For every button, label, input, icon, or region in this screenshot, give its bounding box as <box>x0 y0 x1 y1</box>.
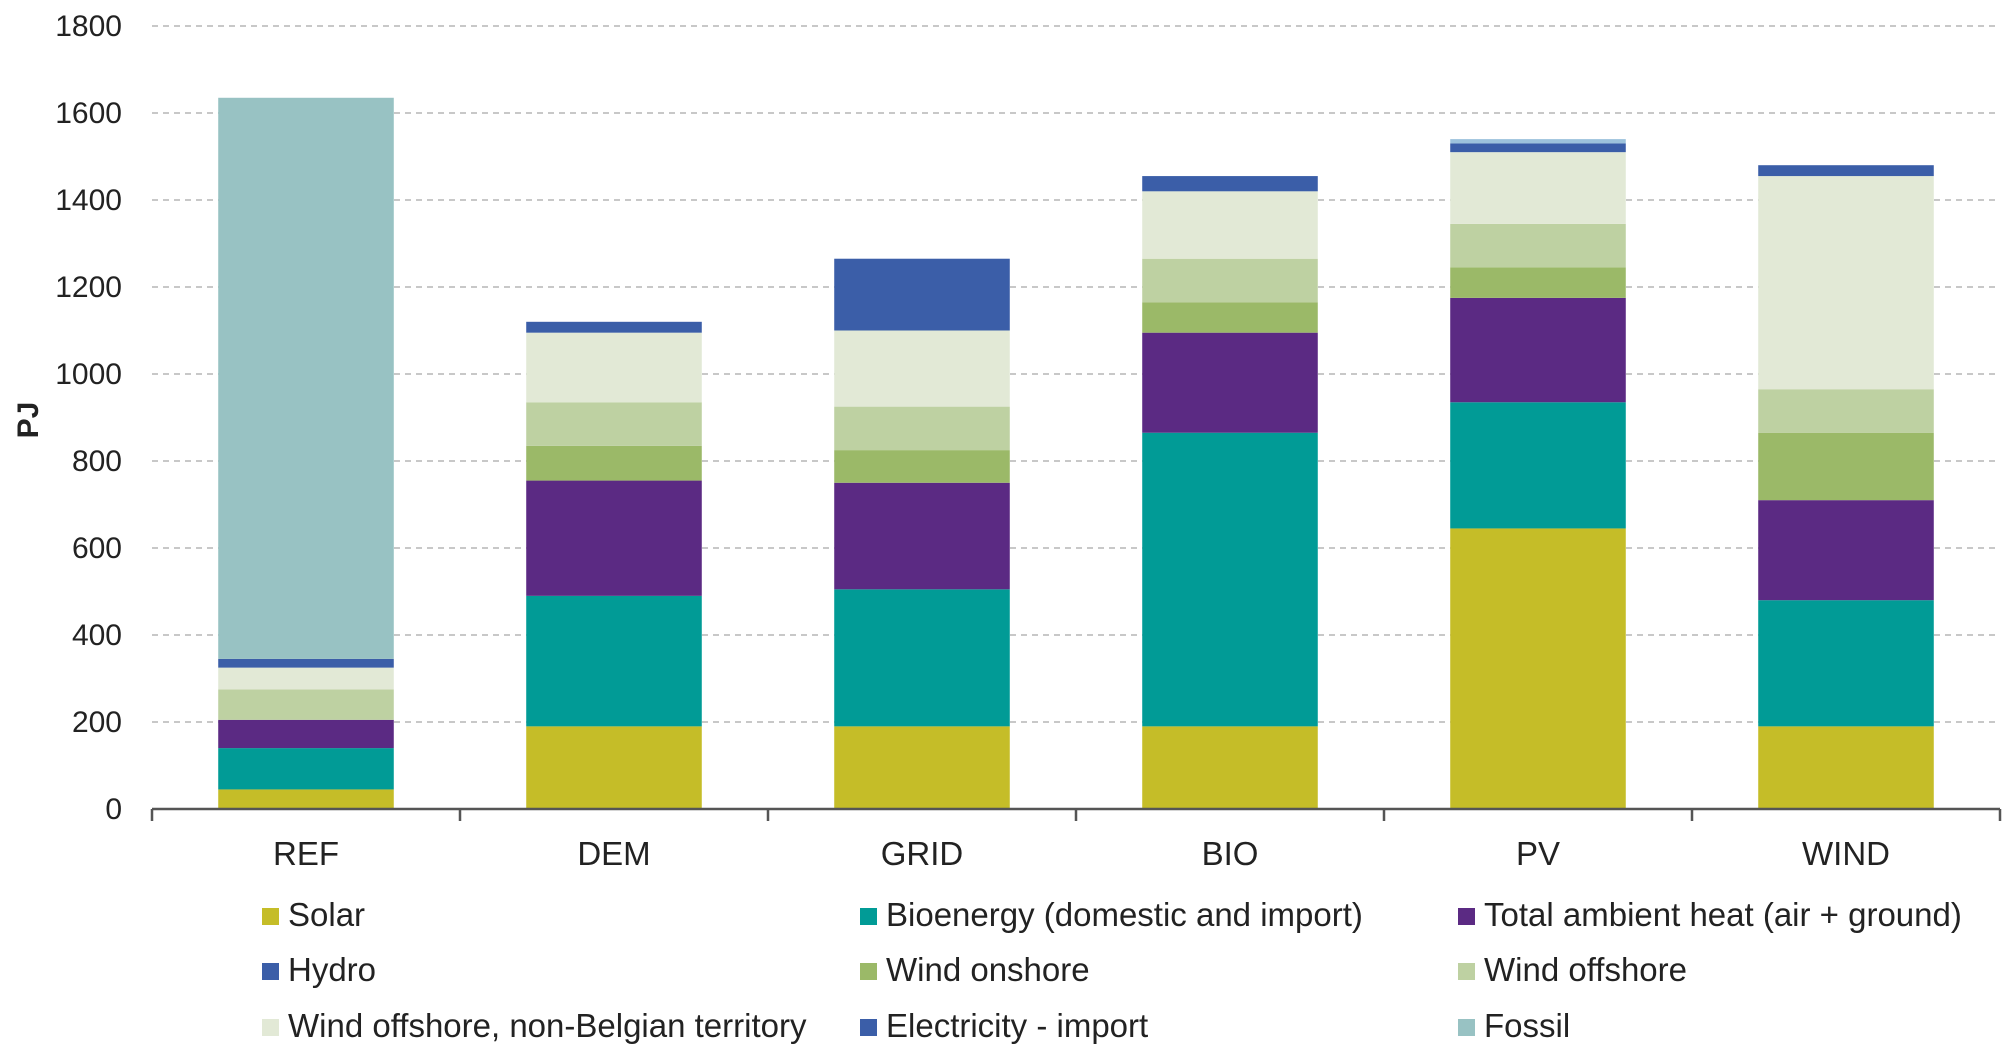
y-axis-ticks: 0 200 400 600 800 1000 1200 1400 1600 1800 <box>55 10 122 826</box>
y-tick-label: 1000 <box>55 358 122 391</box>
legend-label: Total ambient heat (air + ground) <box>1484 896 1962 933</box>
bar-segment <box>218 658 394 668</box>
legend-label: Wind offshore <box>1484 951 1687 988</box>
bar-segment <box>1142 258 1318 303</box>
bars <box>218 97 1934 809</box>
bar-segment <box>1142 302 1318 333</box>
bar-segment <box>1758 389 1934 433</box>
bar-segment <box>1450 402 1626 529</box>
legend-label: Electricity - import <box>886 1007 1148 1044</box>
legend-swatch <box>262 1019 279 1036</box>
bar-segment <box>526 480 702 596</box>
bar-segment <box>1758 726 1934 809</box>
bar-segment <box>526 726 702 809</box>
x-category-label: REF <box>273 835 339 872</box>
legend-swatch <box>262 963 279 980</box>
bar-segment <box>834 406 1010 451</box>
bar-segment <box>1450 267 1626 298</box>
bar-segment <box>1450 297 1626 403</box>
bar-segment <box>526 445 702 481</box>
bar-segment <box>834 482 1010 590</box>
bar-segment <box>1758 165 1934 177</box>
bar-segment <box>1450 223 1626 268</box>
bar-segment <box>1142 176 1318 192</box>
legend-swatch <box>1458 963 1475 980</box>
legend-swatch <box>860 963 877 980</box>
bar-segment <box>834 258 1010 331</box>
bar-segment <box>834 726 1010 809</box>
legend-label: Solar <box>288 896 365 933</box>
bar-segment <box>1758 432 1934 501</box>
bar-segment <box>526 321 702 333</box>
y-tick-label: 1800 <box>55 10 122 43</box>
legend-label: Fossil <box>1484 1007 1570 1044</box>
legend-label: Hydro <box>288 951 376 988</box>
x-category-label: GRID <box>881 835 964 872</box>
bar-segment <box>1142 191 1318 259</box>
y-axis-label: PJ <box>12 402 45 439</box>
gridlines <box>152 25 2000 723</box>
bar-segment <box>218 748 394 790</box>
x-category-label: PV <box>1516 835 1560 872</box>
legend-label: Wind onshore <box>886 951 1090 988</box>
legend-swatch <box>1458 1019 1475 1036</box>
bar-segment <box>1142 726 1318 809</box>
bar-segment <box>1142 332 1318 433</box>
x-axis-ticks: REF DEM GRID BIO PV WIND <box>150 809 2002 872</box>
bar-segment <box>218 719 394 749</box>
bar-segment <box>1450 528 1626 809</box>
x-category-label: BIO <box>1202 835 1259 872</box>
x-category-label: DEM <box>577 835 650 872</box>
y-tick-label: 600 <box>72 532 122 565</box>
bar-segment <box>1758 500 1934 601</box>
bar-segment <box>1450 143 1626 153</box>
bar-segment <box>1142 432 1318 727</box>
bar-segment <box>1758 176 1934 390</box>
bar-segment <box>526 402 702 446</box>
y-tick-label: 200 <box>72 706 122 739</box>
bar-segment <box>218 689 394 720</box>
bar-segment <box>834 450 1010 483</box>
bar-segment <box>834 589 1010 727</box>
y-tick-label: 1200 <box>55 271 122 304</box>
bar-segment <box>218 97 394 659</box>
y-tick-label: 1400 <box>55 184 122 217</box>
legend-swatch <box>1458 908 1475 925</box>
bar-segment <box>834 330 1010 407</box>
legend-swatch <box>860 1019 877 1036</box>
legend: Solar Bioenergy (domestic and import) Tota… <box>262 896 1962 1044</box>
bar-segment <box>218 667 394 690</box>
bar-segment <box>526 595 702 727</box>
bar-segment <box>1758 600 1934 727</box>
bar-segment <box>218 789 394 809</box>
legend-swatch <box>860 908 877 925</box>
bar-segment <box>1450 139 1626 144</box>
y-tick-label: 400 <box>72 619 122 652</box>
bar-segment <box>1450 152 1626 224</box>
y-tick-label: 800 <box>72 445 122 478</box>
x-category-label: WIND <box>1802 835 1890 872</box>
y-tick-label: 0 <box>105 793 122 826</box>
bar-segment <box>526 332 702 403</box>
legend-label: Wind offshore, non-Belgian territory <box>288 1007 807 1044</box>
legend-label: Bioenergy (domestic and import) <box>886 896 1363 933</box>
legend-swatch <box>262 908 279 925</box>
y-tick-label: 1600 <box>55 97 122 130</box>
